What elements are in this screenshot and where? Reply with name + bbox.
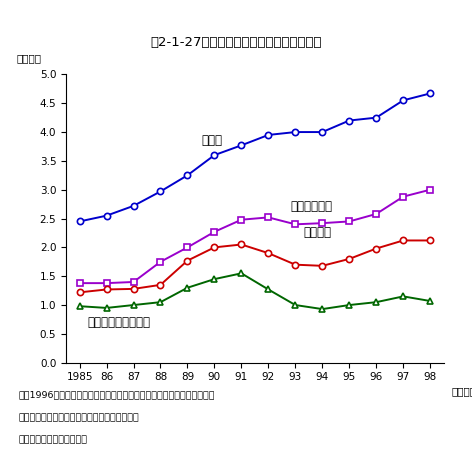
Text: 有形固定資産購入費: 有形固定資産購入費 bbox=[88, 316, 151, 329]
Text: （年度）: （年度） bbox=[451, 386, 472, 396]
Text: 資料：総務省統計局「科学技術研究調査報告」: 資料：総務省統計局「科学技術研究調査報告」 bbox=[19, 414, 140, 423]
Text: （兆円）: （兆円） bbox=[17, 53, 42, 63]
Text: 人件費: 人件費 bbox=[201, 133, 222, 146]
Text: 注）1996年度よりソフトウェア業が新たに調査対象業種となっている。: 注）1996年度よりソフトウェア業が新たに調査対象業種となっている。 bbox=[19, 391, 215, 399]
Text: （参照：付属資料（９））: （参照：付属資料（９）） bbox=[19, 436, 88, 445]
Text: その他の経費: その他の経費 bbox=[290, 200, 332, 213]
Text: 原材料費: 原材料費 bbox=[303, 226, 331, 239]
Text: 第2-1-27図　会社等の費目別研究費の推移: 第2-1-27図 会社等の費目別研究費の推移 bbox=[150, 36, 322, 49]
